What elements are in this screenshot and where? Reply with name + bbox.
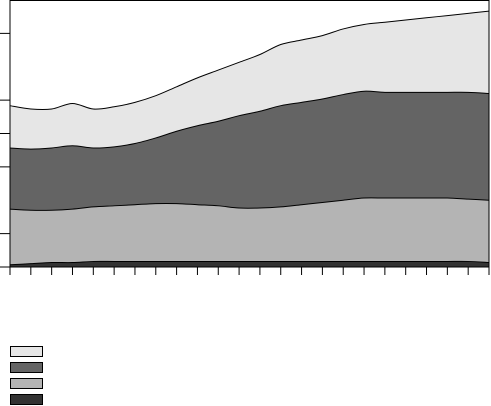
series-edges — [9, 10, 490, 266]
series-areas — [10, 11, 489, 267]
legend-swatch-4 — [10, 346, 43, 357]
series-line-2 — [9, 197, 490, 211]
legend-swatch-1 — [10, 394, 43, 405]
legend-swatch-2 — [10, 378, 43, 389]
series-line-4 — [9, 10, 490, 111]
series-area-2 — [10, 197, 489, 265]
series-line-1 — [9, 260, 490, 266]
series-area-3 — [10, 91, 489, 211]
series-line-3 — [9, 90, 490, 150]
legend-swatch-3 — [10, 362, 43, 373]
legend — [10, 346, 43, 405]
axes — [0, 0, 490, 275]
series-area-4 — [10, 11, 489, 150]
series-area-1 — [10, 261, 489, 267]
